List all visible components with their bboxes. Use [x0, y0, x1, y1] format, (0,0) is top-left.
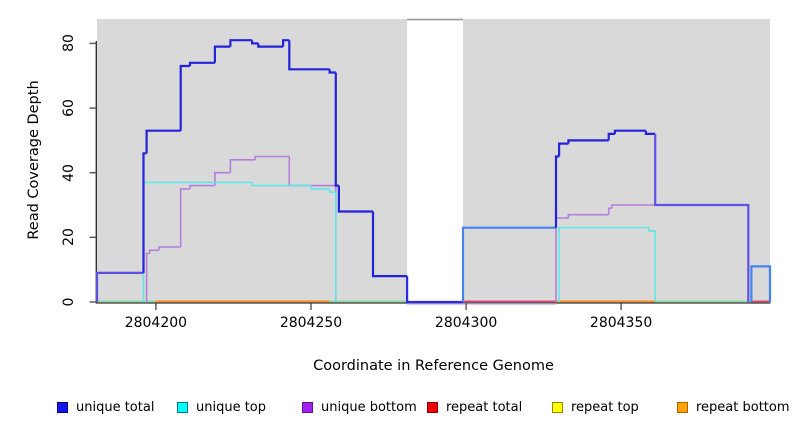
legend-item-repeat-bottom: repeat bottom	[677, 400, 790, 415]
y-tick-label: 0	[61, 297, 77, 307]
series-unique-bottom	[254, 155, 290, 160]
y-tick-label: 20	[61, 228, 77, 247]
series-unique-total	[750, 265, 772, 302]
series-unique-bottom	[607, 207, 612, 215]
legend-item-unique-bottom: unique bottom	[302, 400, 417, 415]
series-unique-total	[257, 43, 284, 48]
legend-swatch-repeat-bottom	[677, 402, 688, 413]
series-unique-top	[310, 185, 330, 190]
legend-label: repeat bottom	[696, 400, 790, 415]
legend-item-repeat-total: repeat total	[427, 400, 522, 415]
x-tick-label: 2804350	[589, 315, 653, 331]
series-unique-total	[213, 45, 231, 63]
x-axis-title: Coordinate in Reference Genome	[313, 358, 554, 374]
legend-item-repeat-top: repeat top	[552, 400, 639, 415]
series-unique-total	[654, 133, 750, 302]
series-unique-total	[371, 211, 408, 278]
series-unique-bottom	[214, 171, 231, 186]
series-unique-bottom	[179, 188, 190, 247]
legend-swatch-repeat-top	[552, 402, 563, 413]
x-tick-label: 2804250	[279, 315, 343, 331]
masked-region	[407, 19, 463, 302]
series-unique-total	[188, 61, 215, 66]
y-tick-label: 60	[61, 99, 77, 118]
y-tick-label: 80	[61, 34, 77, 53]
series-unique-total	[644, 130, 656, 135]
x-tick-label: 2804200	[124, 315, 188, 331]
series-unique-bottom	[145, 252, 150, 302]
legend-label: repeat total	[446, 400, 523, 415]
series-unique-bottom	[189, 184, 215, 189]
series-unique-total	[461, 226, 556, 302]
series-unique-total	[251, 40, 259, 45]
series-unique-bottom	[148, 249, 159, 254]
series-unique-top	[328, 188, 337, 302]
series-unique-total	[607, 132, 615, 141]
series-unique-top	[648, 227, 656, 302]
series-unique-total	[613, 129, 646, 134]
x-tick-label: 2804300	[434, 315, 498, 331]
legend-swatch-unique-bottom	[302, 402, 313, 413]
series-unique-total	[337, 185, 373, 213]
legend-label: unique bottom	[321, 400, 417, 415]
series-unique-total	[95, 271, 144, 302]
series-unique-bottom	[158, 246, 181, 251]
legend-label: repeat top	[571, 400, 639, 415]
series-unique-total	[179, 64, 190, 131]
legend-item-unique-top: unique top	[177, 400, 266, 415]
legend-swatch-repeat-total	[427, 402, 438, 413]
series-unique-total	[229, 39, 253, 47]
series-unique-bottom	[229, 159, 256, 173]
y-axis-title: Read Coverage Depth	[26, 80, 42, 240]
series-unique-total	[406, 276, 463, 304]
legend-item-unique-total: unique total	[57, 400, 154, 415]
series-unique-bottom	[567, 213, 609, 218]
series-unique-total	[145, 129, 181, 154]
series-unique-total	[328, 69, 336, 74]
series-unique-total	[282, 39, 290, 47]
legend-swatch-unique-top	[177, 402, 188, 413]
series-unique-total	[288, 40, 330, 71]
series-unique-top	[558, 226, 649, 302]
series-unique-total	[558, 142, 569, 157]
legend-label: unique top	[196, 400, 267, 415]
y-tick-label: 40	[61, 163, 77, 182]
legend-label: unique total	[76, 400, 155, 415]
series-unique-top	[251, 182, 311, 187]
series-unique-total	[567, 139, 609, 144]
legend-swatch-unique-total	[57, 402, 68, 413]
